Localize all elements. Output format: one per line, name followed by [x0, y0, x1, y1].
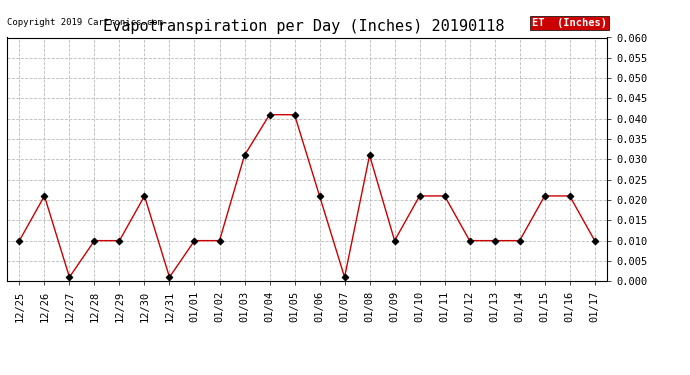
Point: [564, 193, 575, 199]
Point: [264, 112, 275, 118]
Text: Copyright 2019 Cartronics.com: Copyright 2019 Cartronics.com: [7, 18, 163, 27]
Point: [114, 238, 125, 244]
Point: [214, 238, 225, 244]
Point: [464, 238, 475, 244]
Text: ET  (Inches): ET (Inches): [532, 18, 607, 28]
Point: [139, 193, 150, 199]
Point: [89, 238, 100, 244]
Point: [514, 238, 525, 244]
Point: [64, 274, 75, 280]
Point: [314, 193, 325, 199]
Point: [439, 193, 450, 199]
Point: [539, 193, 550, 199]
Text: Evapotranspiration per Day (Inches) 20190118: Evapotranspiration per Day (Inches) 2019…: [103, 19, 504, 34]
Point: [389, 238, 400, 244]
Point: [489, 238, 500, 244]
Point: [239, 152, 250, 158]
Point: [589, 238, 600, 244]
Point: [414, 193, 425, 199]
Point: [189, 238, 200, 244]
Point: [164, 274, 175, 280]
Point: [39, 193, 50, 199]
Point: [289, 112, 300, 118]
Point: [364, 152, 375, 158]
Point: [14, 238, 25, 244]
Point: [339, 274, 350, 280]
